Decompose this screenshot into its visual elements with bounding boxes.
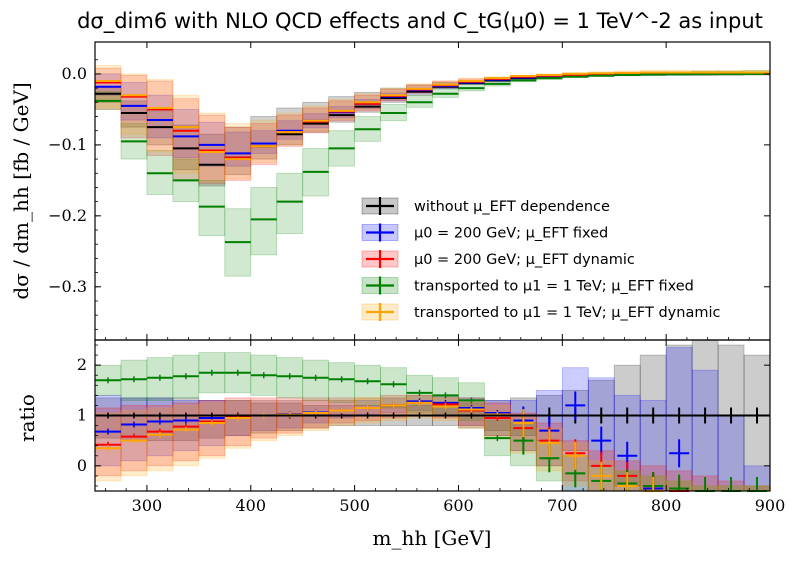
series-1-band-bin-7 [276,107,304,146]
y-tick-label-top-2: −0.2 [48,206,87,225]
top-bands [94,65,771,277]
x-tick-label-800: 800 [651,496,682,515]
series-4-band-bin-4 [198,179,226,237]
x-axis-label: m_hh [GeV] [373,526,492,550]
series-3-ratio-band-bin-4 [198,399,226,457]
series-4-band-bin-7 [276,172,304,234]
series-5-band-bin-7 [276,112,304,146]
series-5-band-bin-5 [224,123,252,180]
series-2-band-bin-3 [172,109,200,159]
bottom-lines [95,369,770,492]
series-2-ratio-band-bin-23 [691,369,719,492]
y-tick-label-top-0: 0.0 [62,64,87,83]
series-2-band-bin-6 [250,130,278,154]
x-tick-label-700: 700 [547,496,578,515]
x-tick-label-400: 400 [235,496,266,515]
x-tick-label-500: 500 [339,496,370,515]
series-4-band-bin-12 [406,94,433,108]
legend-label-3: μ0 = 200 GeV; μ_EFT dynamic [414,252,635,268]
y-tick-label-bottom-1: 1 [77,406,87,425]
series-5-band-bin-9 [328,99,356,120]
legend-label-1: without μ_EFT dependence [414,199,610,215]
y-tick-label-top-3: −0.3 [48,277,87,296]
series-3-ratio-band-bin-5 [224,397,252,447]
series-5-ratio-band-bin-4 [198,402,226,459]
top-panel [94,65,771,277]
series-5-ratio-band-bin-6 [250,399,278,442]
ticks: 300 400 500 600 700 800 900 0.0 −0.1 −0.2 −0.3 0 1 2 [48,42,785,515]
bottom-panel [94,339,771,492]
chart-title: dσ_dim6 with NLO QCD effects and C_tG(μ0… [77,9,763,34]
series-5-band-bin-1 [120,73,148,135]
x-tick-label-300: 300 [132,496,163,515]
series-1-band-bin-4 [198,133,226,187]
y-tick-label-bottom-2: 2 [77,355,87,374]
series-1-band-bin-5 [224,126,252,176]
series-5-band-bin-4 [198,112,226,183]
series-4-ratio-band-bin-11 [380,367,407,409]
series-2-band-bin-2 [146,94,174,139]
series-4-ratio-band-bin-10 [354,364,381,406]
series-2-ratio-band-bin-2 [146,397,174,457]
series-5-band-bin-3 [172,94,200,174]
legend: without μ_EFT dependence μ0 = 200 GeV; μ_… [361,197,720,321]
series-3-band-bin-0 [94,67,122,110]
x-tick-label-900: 900 [755,496,786,515]
series-2-band-bin-5 [224,131,252,167]
series-3-band-bin-2 [146,80,174,156]
y-tick-label-top-1: −0.1 [48,135,87,154]
series-3-band-bin-3 [172,98,200,181]
series-1-band-bin-9 [328,96,356,123]
series-4-band-bin-6 [250,187,278,256]
y-axis-label-bottom: ratio [15,394,39,442]
y-axis-label-top: dσ / dm_hh [fb / GeV] [9,82,33,299]
series-5-ratio-band-bin-9 [328,399,356,426]
series-1-band-bin-3 [172,124,200,171]
series-1-band-bin-8 [302,101,330,133]
series-4-ratio-band-bin-9 [328,362,356,404]
series-5-band-bin-6 [250,119,278,164]
series-5-ratio-band-bin-5 [224,399,252,449]
top-lines [95,71,770,244]
x-tick-label-600: 600 [443,496,474,515]
legend-label-5: transported to μ1 = 1 TeV; μ_EFT dynamic [414,305,720,321]
legend-label-4: transported to μ1 = 1 TeV; μ_EFT fixed [414,279,694,295]
series-5-band-bin-8 [302,105,330,132]
series-1-band-bin-6 [250,116,278,160]
y-tick-label-bottom-0: 0 [77,456,87,475]
series-5-band-bin-2 [146,79,174,153]
legend-label-2: μ0 = 200 GeV; μ_EFT fixed [414,226,608,242]
series-3-band-bin-4 [198,114,226,185]
series-5-band-bin-11 [380,87,407,100]
series-2-ratio-band-bin-1 [120,397,148,462]
